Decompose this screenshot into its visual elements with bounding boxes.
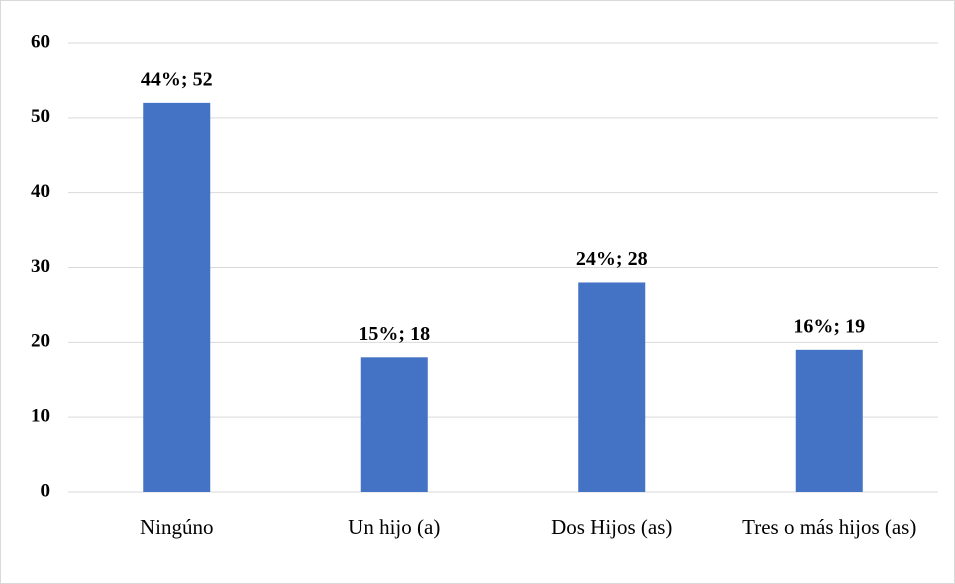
bar	[578, 282, 646, 492]
x-tick-label: Tres o más hijos (as)	[742, 515, 917, 539]
y-tick-label: 0	[41, 480, 51, 501]
x-tick-label: Dos Hijos (as)	[551, 515, 673, 539]
data-label: 15%; 18	[358, 323, 430, 345]
x-tick-label: Ningúno	[140, 515, 214, 539]
bar	[360, 357, 428, 492]
y-tick-label: 20	[31, 331, 50, 352]
y-tick-label: 40	[31, 181, 50, 202]
y-tick-label: 30	[31, 256, 50, 277]
bar	[143, 102, 211, 492]
y-tick-label: 50	[31, 106, 50, 127]
y-tick-label: 60	[31, 31, 50, 52]
data-label: 44%; 52	[141, 68, 213, 90]
x-tick-label: Un hijo (a)	[348, 515, 441, 539]
data-label: 16%; 19	[793, 315, 865, 337]
y-tick-label: 10	[31, 406, 50, 427]
bar	[795, 349, 863, 492]
data-label: 24%; 28	[576, 248, 648, 270]
